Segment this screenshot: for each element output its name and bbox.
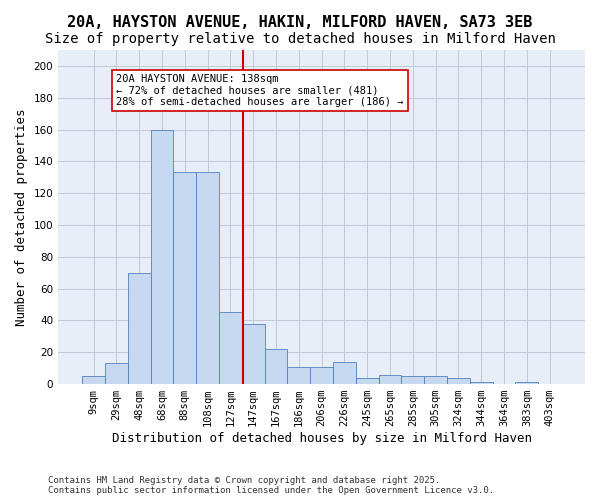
Text: 20A, HAYSTON AVENUE, HAKIN, MILFORD HAVEN, SA73 3EB: 20A, HAYSTON AVENUE, HAKIN, MILFORD HAVE… bbox=[67, 15, 533, 30]
Bar bbox=[470, 382, 493, 384]
X-axis label: Distribution of detached houses by size in Milford Haven: Distribution of detached houses by size … bbox=[112, 432, 532, 445]
Bar bbox=[151, 130, 173, 384]
Bar bbox=[128, 272, 151, 384]
Bar bbox=[333, 362, 356, 384]
Text: Contains HM Land Registry data © Crown copyright and database right 2025.
Contai: Contains HM Land Registry data © Crown c… bbox=[48, 476, 494, 495]
Text: 20A HAYSTON AVENUE: 138sqm
← 72% of detached houses are smaller (481)
28% of sem: 20A HAYSTON AVENUE: 138sqm ← 72% of deta… bbox=[116, 74, 404, 107]
Bar bbox=[356, 378, 379, 384]
Bar bbox=[379, 374, 401, 384]
Bar bbox=[287, 366, 310, 384]
Bar bbox=[196, 172, 219, 384]
Bar bbox=[401, 376, 424, 384]
Bar bbox=[310, 366, 333, 384]
Bar bbox=[173, 172, 196, 384]
Text: Size of property relative to detached houses in Milford Haven: Size of property relative to detached ho… bbox=[44, 32, 556, 46]
Bar bbox=[447, 378, 470, 384]
Bar bbox=[242, 324, 265, 384]
Y-axis label: Number of detached properties: Number of detached properties bbox=[15, 108, 28, 326]
Bar bbox=[105, 364, 128, 384]
Bar bbox=[424, 376, 447, 384]
Bar bbox=[82, 376, 105, 384]
Bar bbox=[265, 349, 287, 384]
Bar bbox=[219, 312, 242, 384]
Bar bbox=[515, 382, 538, 384]
